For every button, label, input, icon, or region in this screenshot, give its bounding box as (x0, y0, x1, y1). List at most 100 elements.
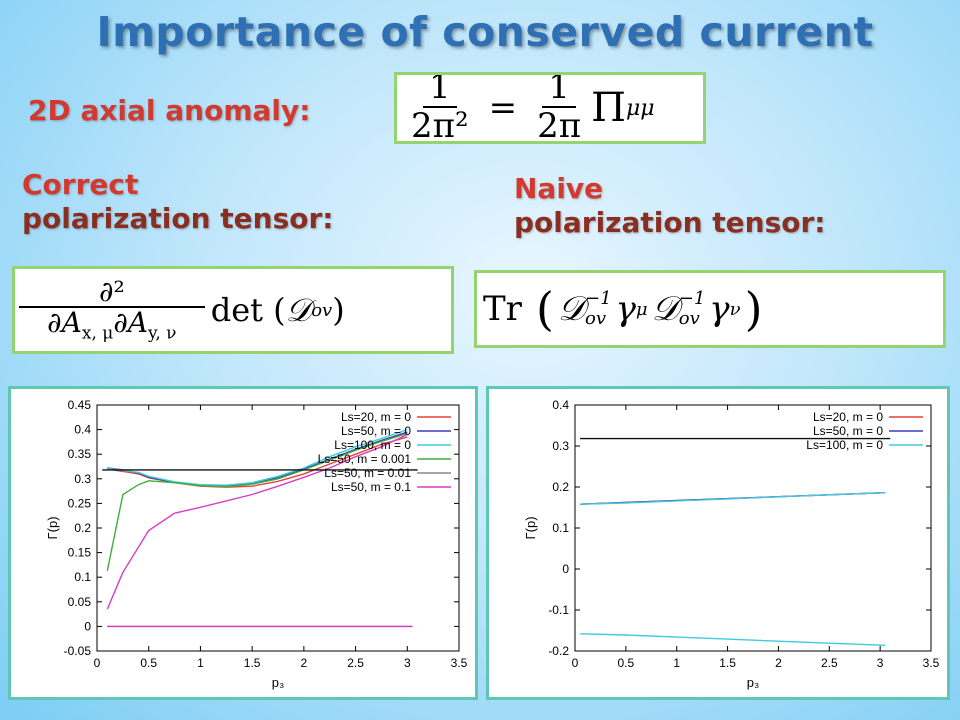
x-tick-label: 0.5 (618, 656, 635, 670)
anomaly-rhs-fraction: 1 2π (531, 75, 587, 144)
x-tick-label: 0 (572, 656, 579, 670)
correct-den-sub1: x, μ (81, 323, 114, 344)
anomaly-pi: Π (591, 85, 626, 131)
legend-label: Ls=50, m = 0 (813, 424, 883, 438)
naive-d2: 𝒟 (651, 289, 679, 329)
y-tick-label: 0 (562, 562, 569, 576)
x-tick-label: 2 (775, 656, 782, 670)
correct-label: Correct polarization tensor: (22, 168, 334, 236)
x-axis-label: p₃ (747, 675, 760, 690)
x-tick-label: 2.5 (821, 656, 838, 670)
y-tick-label: 0.4 (552, 398, 569, 412)
correct-den-a2: ∂A (113, 306, 149, 340)
y-tick-label: 0.25 (68, 496, 92, 510)
correct-script-d: 𝒟 (285, 290, 312, 329)
y-tick-label: 0.15 (68, 546, 92, 560)
series-line-0 (107, 436, 408, 488)
page-title: Importance of conserved current (96, 8, 874, 56)
legend-label: Ls=100, m = 0 (806, 438, 883, 452)
series-line-3 (106, 432, 408, 571)
series-line-5 (106, 433, 408, 610)
x-axis-label: p₃ (272, 675, 285, 690)
y-tick-label: 0.1 (74, 570, 91, 584)
naive-open: ( (535, 282, 554, 336)
y-tick-label: -0.1 (548, 603, 569, 617)
naive-g2: γ (709, 289, 730, 329)
naive-g1-sub: μ (635, 298, 648, 320)
legend-label: Ls=20, m = 0 (813, 410, 883, 424)
anomaly-pi-sub: μμ (625, 95, 655, 121)
y-tick-label: -0.2 (548, 644, 569, 658)
anomaly-label: 2D axial anomaly: (28, 94, 310, 128)
legend-label: Ls=100, m = 0 (334, 438, 411, 452)
series-line-2 (107, 428, 408, 486)
naive-label-line2: polarization tensor: (514, 206, 826, 239)
x-tick-label: 0 (94, 656, 101, 670)
naive-label-line1: Naive (514, 172, 604, 205)
x-tick-label: 1 (197, 656, 204, 670)
legend-label: Ls=50, m = 0 (341, 424, 411, 438)
correct-close: ) (332, 291, 345, 329)
x-tick-label: 3 (877, 656, 884, 670)
y-axis-label: Γ(p) (45, 516, 60, 539)
naive-tr: Tr (483, 289, 522, 329)
naive-d1: 𝒟 (557, 289, 586, 329)
x-tick-label: 2.5 (347, 656, 364, 670)
anomaly-lhs-fraction: 1 2π² (405, 75, 475, 144)
series-line-3 (580, 633, 886, 646)
y-tick-label: 0.05 (68, 595, 92, 609)
anomaly-label-text: 2D axial anomaly: (28, 94, 311, 127)
legend-label: Ls=20, m = 0 (341, 410, 411, 424)
x-tick-label: 1.5 (244, 656, 261, 670)
y-tick-label: 0.2 (74, 521, 91, 535)
y-tick-label: 0.3 (74, 472, 91, 486)
legend-label: Ls=50, m = 0.1 (331, 480, 411, 494)
anomaly-rhs-num: 1 (542, 75, 576, 109)
legend-label: Ls=50, m = 0.001 (318, 452, 412, 466)
x-tick-label: 3 (404, 656, 411, 670)
naive-d1-scripts: −1 ov (585, 289, 612, 329)
naive-chart-panel: 0 0.5 1 1.5 2 2.5 3 3.5 -0.2 -0.1 0 0.1 0.2 0.3 0.4 p₃ Γ… (486, 386, 950, 700)
y-tick-label: 0.1 (552, 521, 569, 535)
y-tick-label: 0.3 (552, 439, 569, 453)
naive-d2-sub: ov (678, 308, 700, 329)
naive-close: ) (744, 282, 763, 336)
y-axis-label: Γ(p) (523, 516, 538, 539)
x-tick-label: 2 (301, 656, 308, 670)
correct-fraction: ∂² ∂Ax, μ∂Ay, ν (19, 276, 205, 344)
y-tick-label: -0.05 (64, 644, 92, 658)
y-tick-label: 0.2 (552, 480, 569, 494)
correct-det: det ( (210, 291, 286, 329)
naive-d1-sub: ov (585, 308, 607, 329)
legend-label: Ls=50, m = 0.01 (324, 466, 411, 480)
naive-d1-sup: −1 (585, 288, 612, 310)
naive-d2-scripts: −1 ov (679, 289, 706, 329)
x-tick-label: 3.5 (451, 656, 468, 670)
correct-script-sub: ov (311, 299, 333, 321)
correct-label-line2: polarization tensor: (22, 202, 334, 235)
correct-den-sub2: y, ν (148, 323, 177, 344)
naive-label: Naive polarization tensor: (514, 172, 826, 240)
naive-d2-sup: −1 (678, 288, 706, 310)
correct-den-a1: ∂A (47, 306, 82, 340)
x-tick-label: 0.5 (140, 656, 157, 670)
correct-num: ∂² (19, 276, 205, 309)
anomaly-lhs-den: 2π² (411, 106, 469, 144)
naive-g1: γ (615, 289, 636, 329)
x-tick-label: 3.5 (923, 656, 940, 670)
correct-chart: 0 0.5 1 1.5 2 2.5 3 3.5-0.0500.050.10.150.20.25… (45, 398, 468, 690)
naive-chart: 0 0.5 1 1.5 2 2.5 3 3.5 -0.2 -0.1 0 0.1 0.2 0.3 0.4 p₃ Γ… (523, 398, 940, 690)
correct-chart-panel: 0 0.5 1 1.5 2 2.5 3 3.5 -0.05 0 0.05 0.1 0.15 0.2 0.25… (8, 386, 478, 700)
x-tick-label: 1.5 (719, 656, 736, 670)
y-tick-label: 0.45 (68, 398, 92, 412)
y-tick-label: 0.35 (68, 447, 92, 461)
y-tick-label: 0.4 (74, 423, 91, 437)
series-line-2 (580, 492, 886, 505)
anomaly-lhs-num: 1 (422, 75, 457, 109)
anomaly-rhs-den: 2π (537, 106, 582, 144)
x-tick-label: 1 (673, 656, 680, 670)
anomaly-equals: = (488, 88, 518, 128)
